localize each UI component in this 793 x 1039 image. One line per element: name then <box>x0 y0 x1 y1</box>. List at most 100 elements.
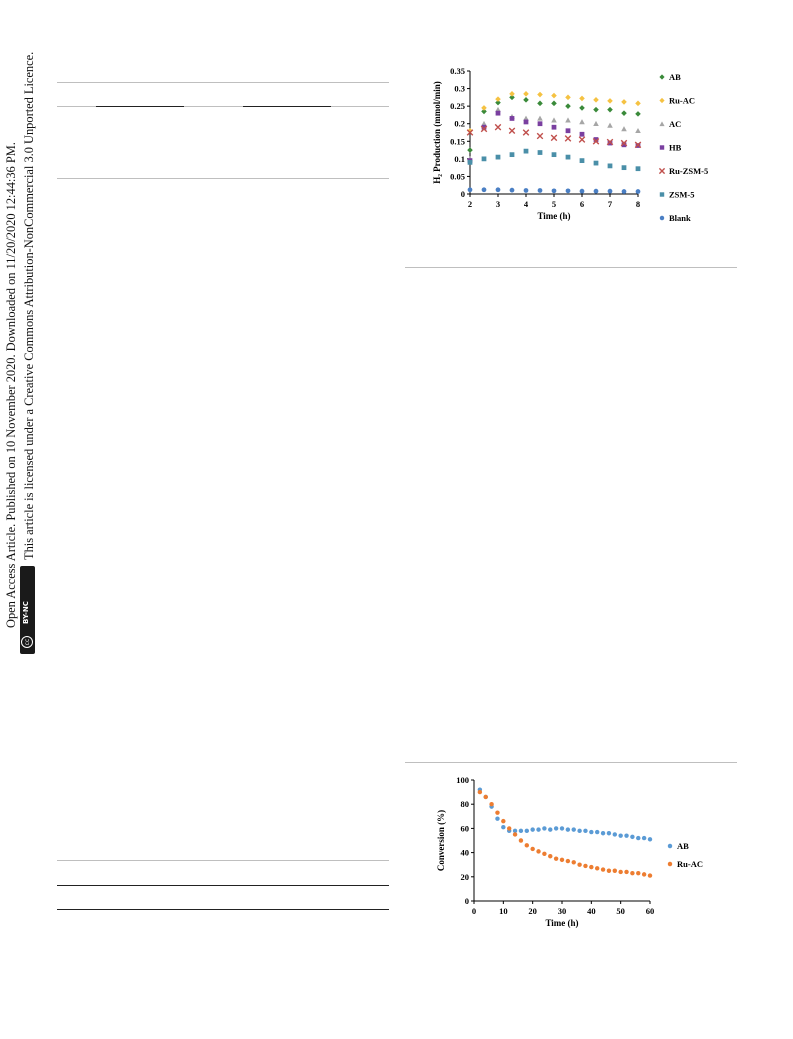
data-point <box>612 832 618 837</box>
table-rule <box>57 106 389 107</box>
figure-rule <box>405 267 737 268</box>
data-point <box>523 188 529 193</box>
data-point <box>594 829 600 835</box>
data-point <box>501 818 506 824</box>
data-point <box>481 124 487 130</box>
data-point <box>512 832 518 837</box>
table-rule <box>243 106 331 107</box>
data-point <box>579 158 585 163</box>
data-point <box>495 810 500 815</box>
data-point <box>659 121 665 127</box>
data-point <box>578 136 586 143</box>
y-axis-label: Conversion (%) <box>436 810 446 871</box>
y-tick-label: 0.1 <box>454 154 465 164</box>
data-point <box>667 843 673 849</box>
data-point <box>607 163 613 169</box>
x-axis-label: Time (h) <box>537 211 570 221</box>
data-point <box>495 106 501 112</box>
data-point-stroke <box>522 129 530 136</box>
data-point-stroke <box>550 134 558 142</box>
open-access-line: Open Access Article. Published on 10 Nov… <box>4 142 18 628</box>
legend-label: Ru-AC <box>669 96 695 106</box>
data-point <box>565 128 571 134</box>
data-point <box>537 150 543 155</box>
data-point <box>467 187 473 193</box>
data-point <box>634 141 642 149</box>
data-point <box>495 154 501 160</box>
data-point <box>606 831 612 836</box>
data-point <box>577 862 582 867</box>
legend-label: Ru-AC <box>677 859 703 869</box>
data-point <box>658 167 666 175</box>
data-point <box>467 127 473 134</box>
y-tick-label: 80 <box>461 799 470 809</box>
data-point <box>509 91 515 97</box>
table-rule <box>96 909 184 910</box>
data-point <box>636 870 641 876</box>
data-point <box>495 110 501 116</box>
data-point <box>630 834 635 840</box>
data-point-stroke <box>578 136 586 143</box>
data-point <box>564 135 572 142</box>
cc-license-badge[interactable]: cc BY-NC <box>20 566 35 654</box>
data-point-stroke <box>658 167 666 175</box>
table-rule <box>243 909 331 910</box>
data-point <box>659 74 665 80</box>
data-point-stroke <box>508 127 516 135</box>
data-point <box>509 187 515 193</box>
legend-label: HB <box>669 143 682 153</box>
data-point <box>481 108 487 115</box>
data-point <box>635 189 641 194</box>
cc-icon: cc <box>21 636 33 648</box>
data-point <box>647 873 653 878</box>
y-tick-label: 0 <box>461 189 465 199</box>
data-point <box>494 123 502 131</box>
data-point <box>583 863 588 869</box>
data-point <box>607 122 613 128</box>
data-point <box>583 828 588 834</box>
data-point <box>518 828 524 834</box>
y-tick-label: 100 <box>456 775 469 785</box>
x-axis-label: Time (h) <box>545 918 578 928</box>
license-line: This article is licensed under a Creativ… <box>22 51 36 560</box>
data-point <box>565 188 571 194</box>
data-point <box>559 857 565 863</box>
data-point <box>551 92 557 99</box>
data-point <box>635 111 641 117</box>
y-tick-label: 20 <box>461 872 470 882</box>
data-point <box>607 98 613 104</box>
data-point <box>593 120 599 126</box>
data-point <box>579 131 585 137</box>
data-point <box>495 96 501 102</box>
data-point <box>593 106 599 113</box>
data-point <box>618 833 623 838</box>
data-point <box>467 159 473 165</box>
data-point-stroke <box>592 137 600 145</box>
data-point <box>565 117 571 123</box>
data-point <box>589 864 594 870</box>
data-point <box>621 126 627 132</box>
data-point <box>542 851 547 857</box>
legend-label: Blank <box>669 213 691 222</box>
data-point <box>621 142 627 148</box>
data-point <box>577 828 582 834</box>
data-point <box>630 870 635 876</box>
x-tick-label: 8 <box>636 199 640 209</box>
data-point <box>508 127 516 135</box>
y-tick-label: 0.25 <box>450 101 465 111</box>
data-point <box>548 827 553 832</box>
data-point <box>523 115 529 121</box>
data-point <box>621 110 627 116</box>
data-point <box>489 801 494 807</box>
x-tick-label: 50 <box>616 906 625 916</box>
legend-label: AC <box>669 119 681 129</box>
data-point <box>518 838 524 843</box>
data-point <box>466 129 474 136</box>
data-point <box>571 827 576 832</box>
data-point <box>667 861 673 867</box>
data-point <box>621 189 627 194</box>
data-point <box>565 858 571 864</box>
figure-rule <box>405 762 737 763</box>
data-point <box>506 826 512 831</box>
legend-label: AB <box>669 72 681 82</box>
